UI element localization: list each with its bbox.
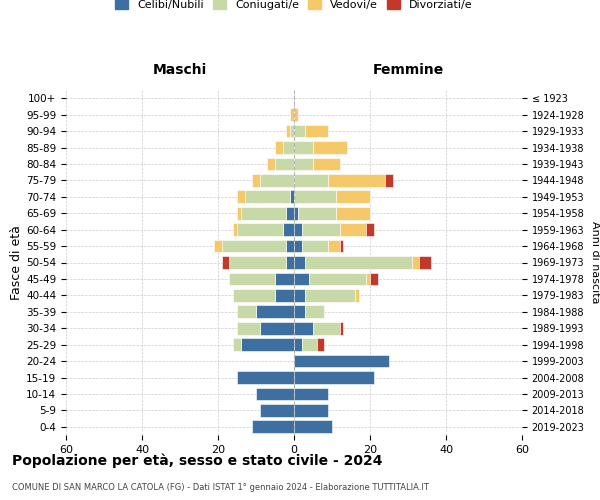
Bar	[233, 223, 237, 236]
Bar	[302, 240, 328, 252]
Bar	[294, 272, 309, 285]
Bar	[229, 272, 275, 285]
Bar	[229, 256, 286, 269]
Bar	[275, 158, 294, 170]
Bar	[305, 289, 355, 302]
Bar	[294, 388, 328, 400]
Bar	[286, 207, 294, 220]
Bar	[256, 388, 294, 400]
Bar	[294, 223, 302, 236]
Legend: Celibi/Nubili, Coniugati/e, Vedovi/e, Divorziati/e: Celibi/Nubili, Coniugati/e, Vedovi/e, Di…	[115, 0, 473, 10]
Bar	[237, 190, 245, 203]
Bar	[294, 256, 305, 269]
Bar	[286, 124, 290, 138]
Bar	[313, 141, 347, 154]
Bar	[237, 306, 256, 318]
Bar	[237, 322, 260, 334]
Bar	[268, 158, 275, 170]
Bar	[336, 190, 370, 203]
Bar	[412, 256, 419, 269]
Bar	[286, 256, 294, 269]
Bar	[305, 256, 412, 269]
Bar	[419, 256, 431, 269]
Bar	[385, 174, 393, 187]
Bar	[294, 338, 302, 351]
Bar	[305, 124, 328, 138]
Bar	[252, 420, 294, 433]
Bar	[214, 240, 222, 252]
Bar	[233, 289, 275, 302]
Text: Popolazione per età, sesso e stato civile - 2024: Popolazione per età, sesso e stato civil…	[12, 454, 383, 468]
Bar	[294, 108, 298, 121]
Bar	[245, 190, 290, 203]
Bar	[294, 289, 305, 302]
Bar	[355, 289, 359, 302]
Bar	[252, 174, 260, 187]
Bar	[290, 124, 294, 138]
Bar	[290, 190, 294, 203]
Bar	[340, 223, 366, 236]
Bar	[309, 272, 366, 285]
Bar	[294, 158, 313, 170]
Bar	[275, 272, 294, 285]
Bar	[283, 223, 294, 236]
Bar	[294, 371, 374, 384]
Bar	[313, 158, 340, 170]
Bar	[294, 354, 389, 368]
Bar	[302, 338, 317, 351]
Bar	[256, 306, 294, 318]
Bar	[290, 108, 294, 121]
Bar	[305, 306, 325, 318]
Bar	[294, 322, 313, 334]
Bar	[328, 240, 340, 252]
Bar	[286, 240, 294, 252]
Text: Maschi: Maschi	[153, 63, 207, 77]
Bar	[237, 371, 294, 384]
Bar	[237, 207, 241, 220]
Bar	[237, 223, 283, 236]
Bar	[366, 272, 370, 285]
Bar	[294, 306, 305, 318]
Bar	[222, 256, 229, 269]
Bar	[294, 174, 328, 187]
Bar	[317, 338, 325, 351]
Bar	[283, 141, 294, 154]
Bar	[241, 207, 286, 220]
Bar	[298, 207, 336, 220]
Bar	[340, 322, 343, 334]
Bar	[366, 223, 374, 236]
Bar	[222, 240, 286, 252]
Bar	[294, 141, 313, 154]
Bar	[302, 223, 340, 236]
Bar	[294, 190, 336, 203]
Bar	[328, 174, 385, 187]
Bar	[294, 207, 298, 220]
Bar	[275, 289, 294, 302]
Bar	[313, 322, 340, 334]
Text: Femmine: Femmine	[373, 63, 443, 77]
Text: COMUNE DI SAN MARCO LA CATOLA (FG) - Dati ISTAT 1° gennaio 2024 - Elaborazione T: COMUNE DI SAN MARCO LA CATOLA (FG) - Dat…	[12, 483, 429, 492]
Y-axis label: Anni di nascita: Anni di nascita	[590, 221, 600, 304]
Bar	[275, 141, 283, 154]
Bar	[294, 420, 332, 433]
Bar	[294, 240, 302, 252]
Bar	[260, 404, 294, 417]
Y-axis label: Fasce di età: Fasce di età	[10, 225, 23, 300]
Bar	[294, 124, 305, 138]
Bar	[260, 322, 294, 334]
Bar	[260, 174, 294, 187]
Bar	[233, 338, 241, 351]
Bar	[241, 338, 294, 351]
Bar	[294, 404, 328, 417]
Bar	[336, 207, 370, 220]
Bar	[340, 240, 343, 252]
Bar	[370, 272, 377, 285]
